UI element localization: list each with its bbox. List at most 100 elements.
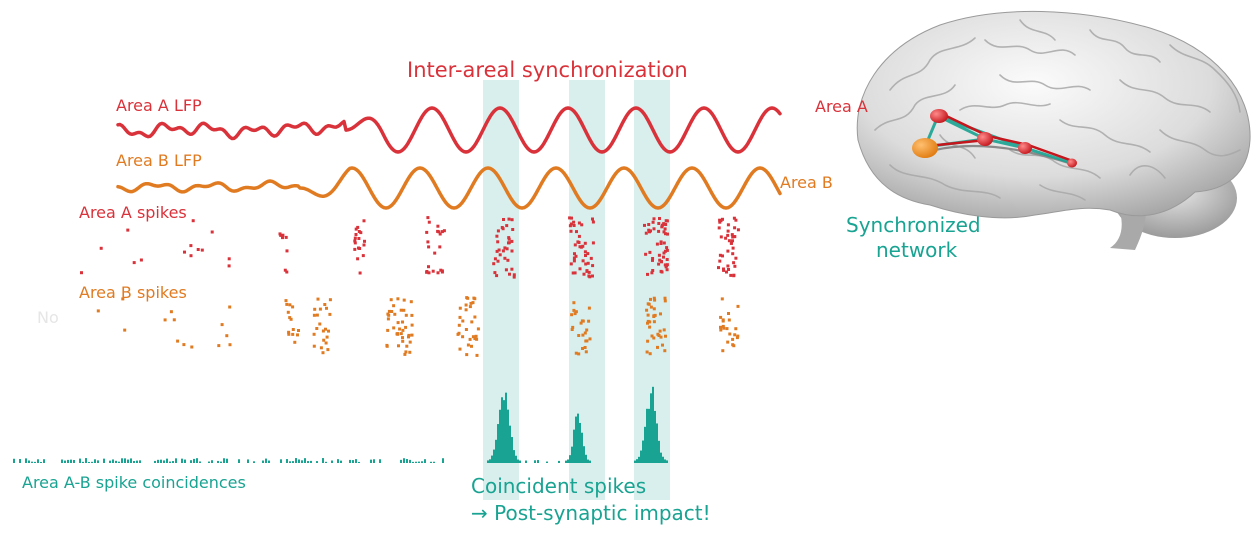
spike bbox=[581, 333, 585, 337]
spike bbox=[719, 235, 723, 239]
spike bbox=[475, 353, 479, 357]
spike bbox=[726, 233, 730, 237]
spike bbox=[568, 216, 572, 220]
histogram-bar bbox=[133, 460, 135, 463]
spike bbox=[650, 271, 654, 275]
histogram-bar bbox=[247, 459, 249, 463]
spike bbox=[651, 258, 654, 262]
spike bbox=[650, 334, 654, 338]
spike bbox=[652, 307, 656, 311]
spike bbox=[586, 252, 590, 256]
histogram-bar bbox=[124, 458, 126, 463]
histogram-bar bbox=[400, 459, 402, 463]
spike bbox=[732, 274, 736, 278]
spike bbox=[577, 221, 581, 225]
histogram-bar bbox=[349, 459, 351, 463]
area-b-lfp-trace bbox=[116, 166, 782, 210]
spike bbox=[659, 312, 662, 316]
network-edges-red bbox=[927, 111, 1071, 162]
spike bbox=[287, 330, 291, 334]
spike bbox=[721, 324, 725, 328]
spike bbox=[665, 258, 669, 261]
histogram-bar bbox=[157, 459, 159, 463]
histogram-bar bbox=[43, 459, 45, 463]
spike bbox=[386, 317, 390, 321]
spike bbox=[583, 346, 587, 349]
synchronized-network-label-1: Synchronized bbox=[846, 213, 981, 237]
spike bbox=[328, 312, 332, 316]
histogram-bar bbox=[491, 455, 493, 463]
spike bbox=[353, 239, 357, 243]
spike bbox=[288, 316, 292, 320]
spike bbox=[507, 217, 511, 221]
area-b-node bbox=[912, 138, 938, 158]
histogram-bar bbox=[355, 459, 357, 463]
spike bbox=[731, 235, 735, 239]
spike bbox=[663, 227, 667, 231]
spike bbox=[718, 259, 722, 263]
spike bbox=[726, 340, 730, 344]
spike bbox=[470, 344, 473, 348]
spike bbox=[721, 254, 724, 258]
spike bbox=[734, 218, 738, 222]
spike bbox=[720, 297, 724, 301]
histogram-bar bbox=[537, 460, 539, 463]
post-synaptic-impact-label: → Post-synaptic impact! bbox=[471, 501, 711, 525]
histogram-bar bbox=[322, 458, 324, 463]
spike bbox=[582, 272, 586, 276]
spike bbox=[651, 269, 655, 272]
spike bbox=[510, 239, 514, 243]
spike bbox=[575, 230, 578, 234]
histogram-bar bbox=[487, 460, 489, 463]
spike bbox=[312, 344, 316, 348]
histogram-bar bbox=[658, 440, 660, 463]
spike bbox=[503, 246, 507, 250]
spike bbox=[664, 265, 668, 269]
spike bbox=[392, 326, 396, 330]
histogram-bar bbox=[139, 460, 141, 463]
spike bbox=[591, 217, 594, 221]
spike bbox=[227, 257, 231, 261]
spike bbox=[732, 344, 736, 348]
histogram-bar bbox=[253, 461, 255, 463]
spike bbox=[357, 237, 361, 240]
spike bbox=[653, 298, 657, 302]
spike bbox=[656, 345, 659, 349]
histogram-bar bbox=[415, 461, 417, 463]
histogram-bar bbox=[37, 459, 39, 463]
histogram-bar bbox=[666, 460, 668, 463]
spike bbox=[285, 302, 289, 306]
histogram-bar bbox=[646, 408, 648, 463]
histogram-bar bbox=[13, 458, 15, 463]
brain-area-b-label: Area B bbox=[780, 173, 833, 192]
spike bbox=[495, 249, 499, 253]
spike bbox=[648, 250, 652, 254]
spike bbox=[510, 249, 514, 253]
spike bbox=[285, 270, 289, 274]
spike bbox=[506, 258, 510, 262]
histogram-bar bbox=[127, 459, 129, 463]
spike bbox=[729, 241, 733, 245]
histogram-bar bbox=[589, 460, 591, 463]
histogram-bar bbox=[664, 459, 666, 463]
spike bbox=[440, 270, 444, 274]
spike bbox=[577, 334, 581, 337]
histogram-bar bbox=[373, 459, 375, 463]
histogram-bar bbox=[172, 461, 174, 463]
spike bbox=[493, 257, 497, 261]
spike bbox=[587, 270, 591, 274]
spike bbox=[427, 265, 430, 269]
spike bbox=[408, 340, 412, 344]
spike bbox=[387, 309, 391, 313]
spike bbox=[296, 333, 299, 337]
spike bbox=[475, 337, 479, 341]
area-b-spike-raster bbox=[96, 296, 740, 357]
spike bbox=[139, 258, 143, 262]
spike bbox=[386, 312, 390, 316]
spike bbox=[568, 224, 572, 228]
histogram-bar bbox=[184, 459, 186, 463]
spike bbox=[319, 346, 323, 350]
spike bbox=[718, 253, 722, 257]
histogram-bar bbox=[421, 461, 423, 463]
spike bbox=[649, 305, 653, 309]
